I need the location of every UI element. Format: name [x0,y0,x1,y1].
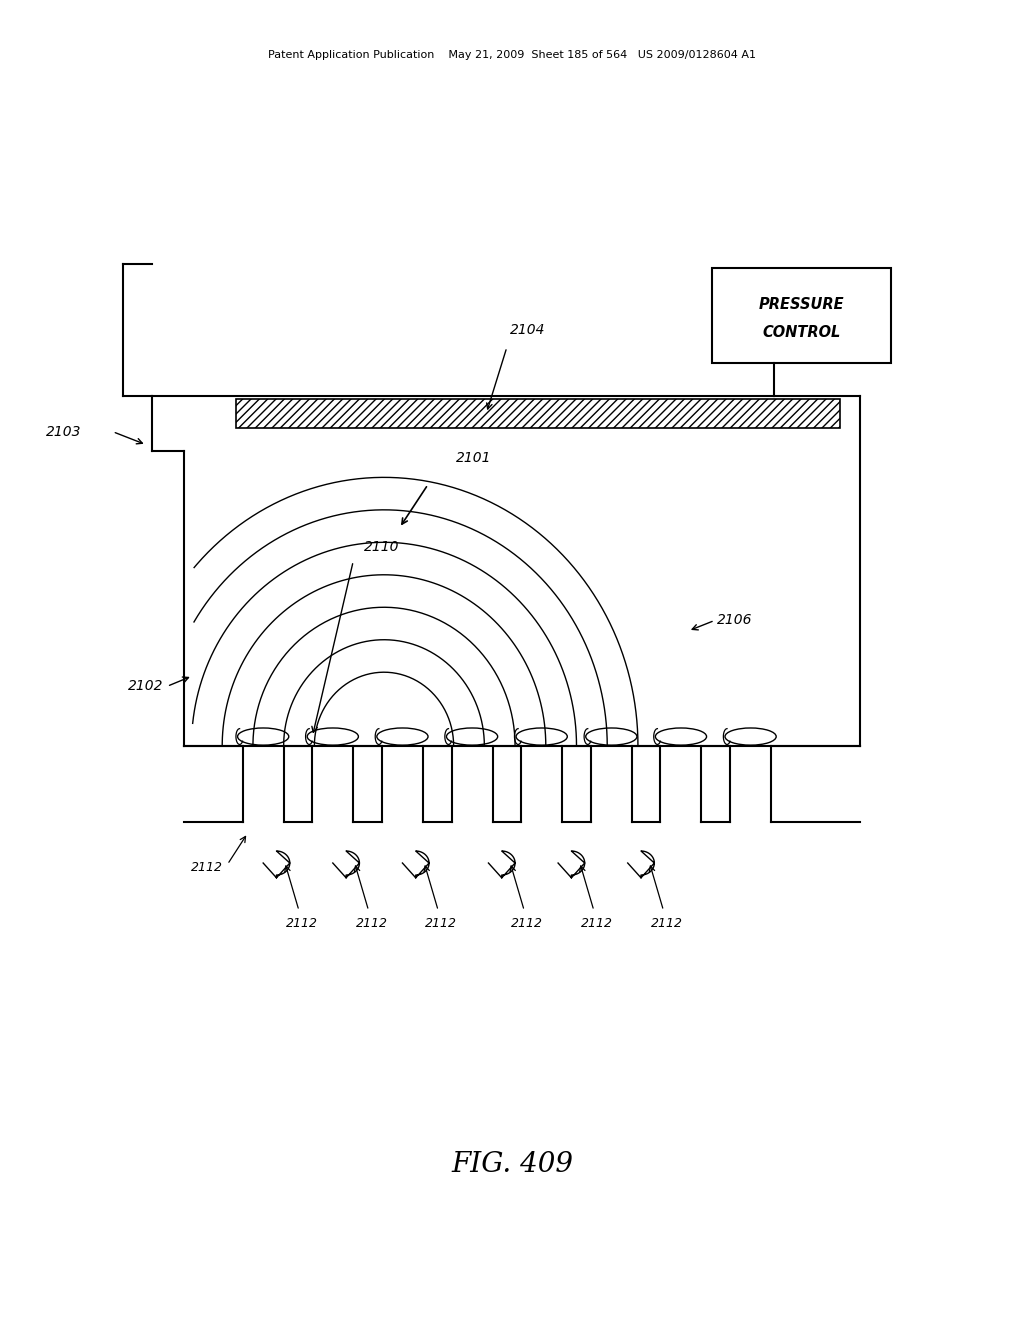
Text: 2112: 2112 [650,917,683,931]
Text: CONTROL: CONTROL [762,325,841,341]
Text: 2103: 2103 [46,425,82,438]
Text: 2106: 2106 [717,614,753,627]
Text: 2112: 2112 [511,917,544,931]
Text: 2110: 2110 [364,540,399,554]
Ellipse shape [238,727,289,744]
Ellipse shape [725,727,776,744]
Text: 2112: 2112 [286,917,318,931]
Text: 2101: 2101 [456,450,492,465]
Text: FIG. 409: FIG. 409 [451,1151,573,1177]
Ellipse shape [655,727,707,744]
Text: 2112: 2112 [425,917,458,931]
Text: 2104: 2104 [510,322,545,337]
Ellipse shape [307,727,358,744]
Bar [236,399,840,428]
Text: PRESSURE: PRESSURE [759,297,844,312]
Text: 2112: 2112 [191,861,223,874]
Text: 2112: 2112 [581,917,613,931]
Text: 2102: 2102 [128,680,164,693]
Ellipse shape [377,727,428,744]
Ellipse shape [586,727,637,744]
Ellipse shape [516,727,567,744]
Ellipse shape [446,727,498,744]
Text: Patent Application Publication    May 21, 2009  Sheet 185 of 564   US 2009/01286: Patent Application Publication May 21, 2… [268,50,756,61]
Text: 2112: 2112 [355,917,388,931]
Bar [712,268,891,363]
